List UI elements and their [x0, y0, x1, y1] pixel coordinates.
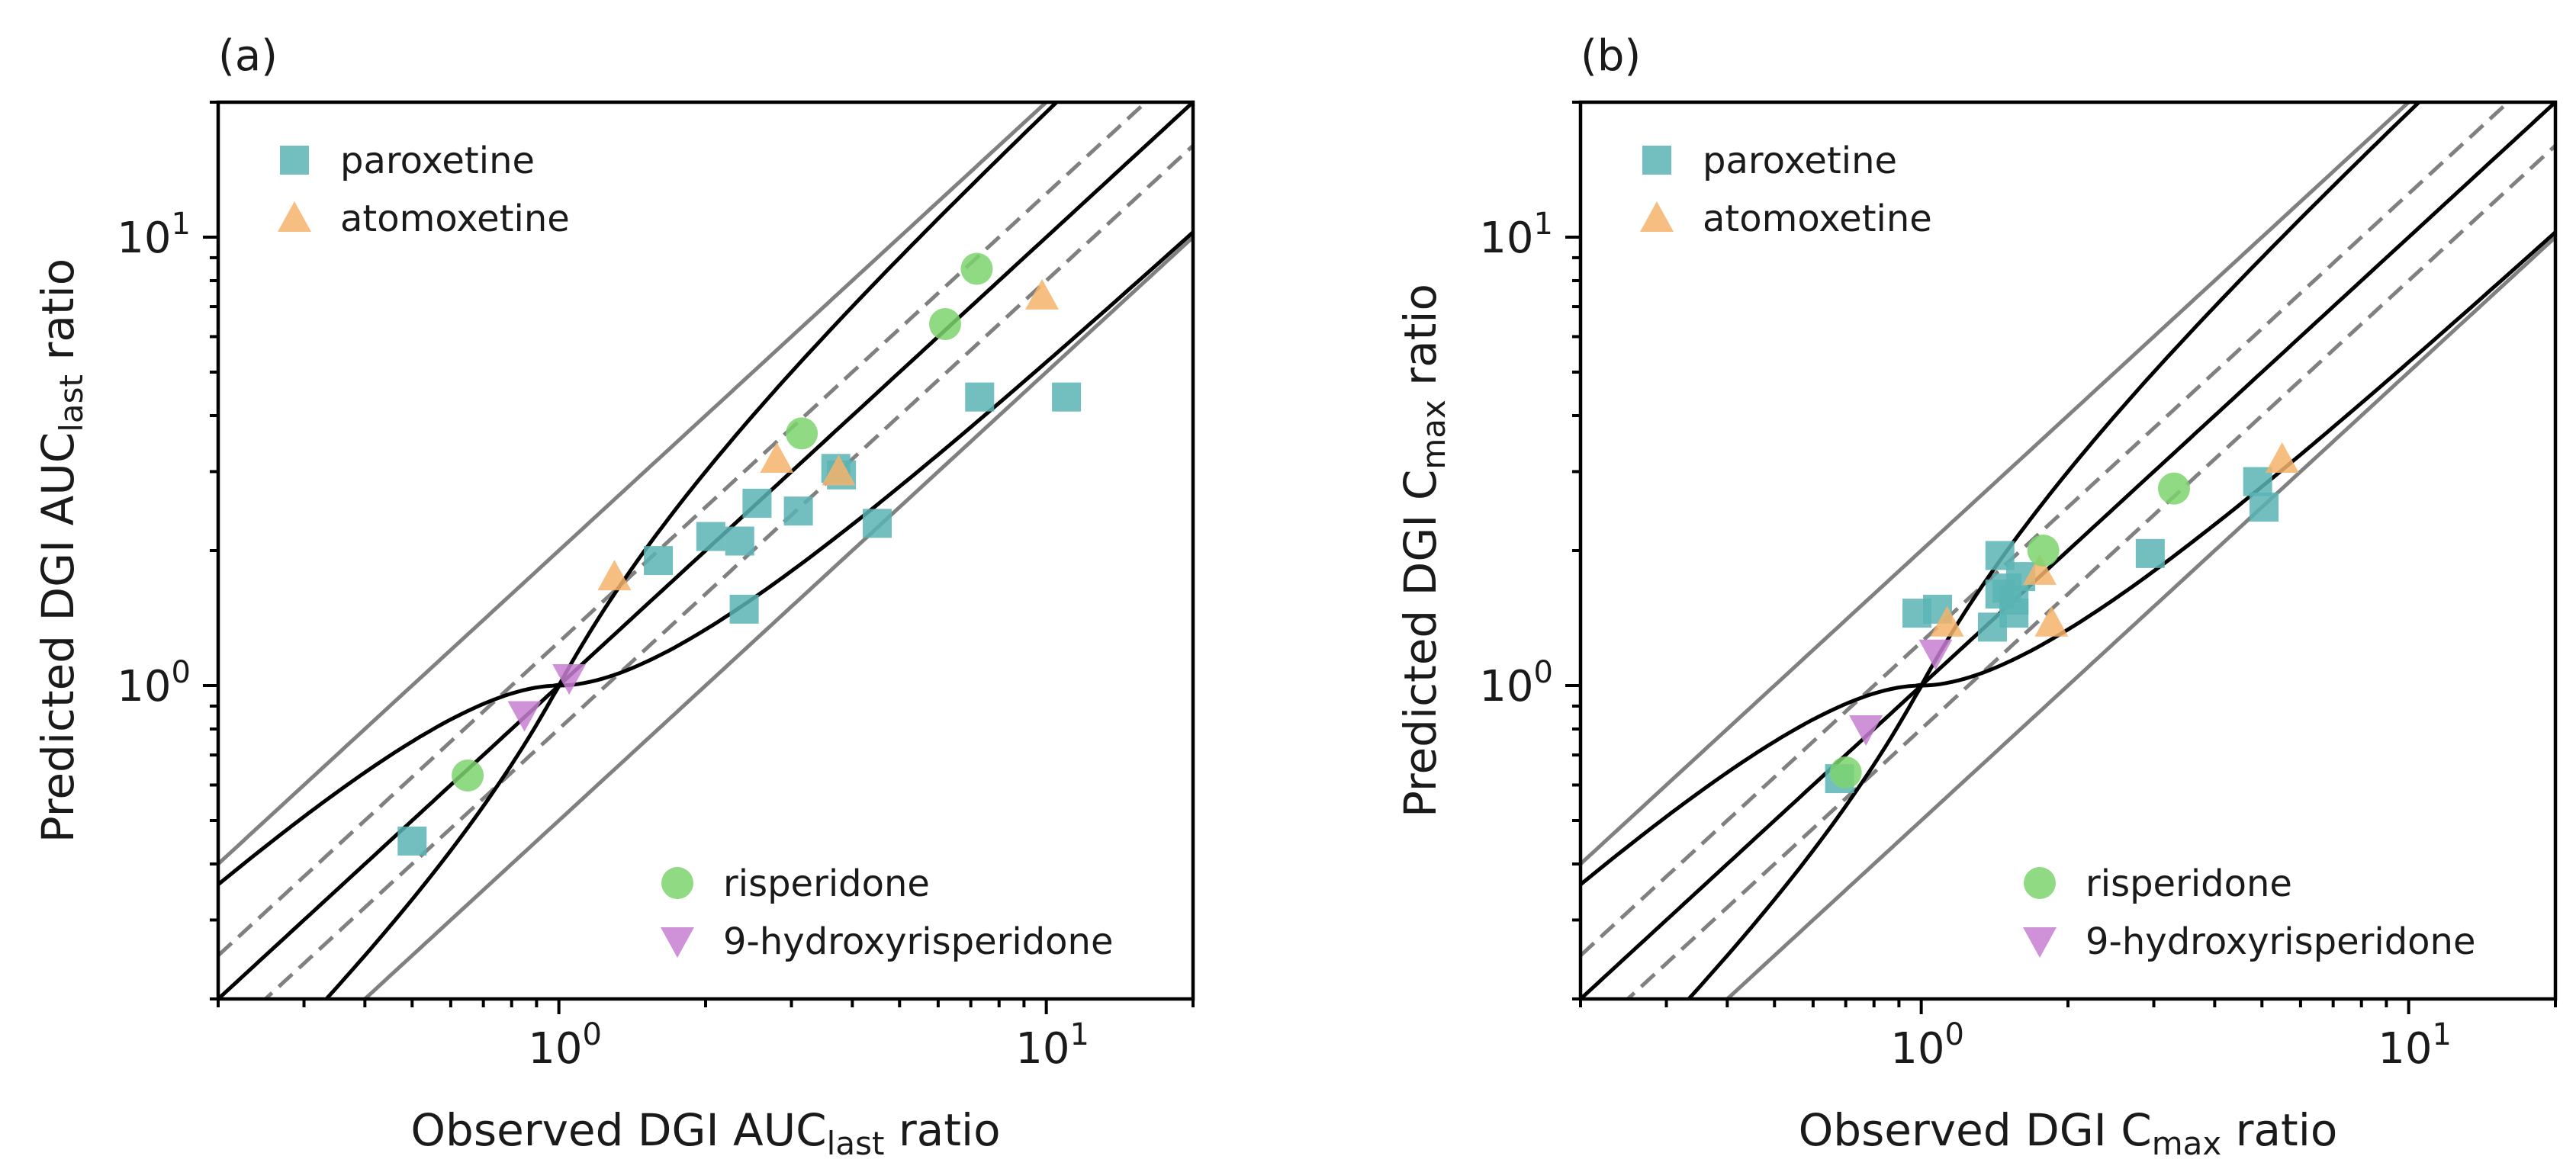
data-point-paroxetine — [2135, 538, 2165, 568]
legend-marker-atomoxetine — [278, 201, 311, 232]
data-point-risperidone — [1829, 756, 1862, 788]
data-point-paroxetine — [742, 488, 772, 518]
legend-label: 9-hydroxyrisperidone — [723, 920, 1113, 963]
data-point-paroxetine — [965, 382, 995, 412]
legend-item-risperidone: risperidone — [2024, 862, 2292, 905]
legend-marker-9-hydroxyrisperidone — [661, 927, 694, 958]
legend: paroxetine atomoxetine risperidone 9-hydrox… — [1640, 140, 2475, 963]
twofold-upper-line — [218, 102, 1050, 866]
data-point-atomoxetine — [1930, 605, 1964, 637]
panel-b: (b) 100 100 101 101 paroxetine atomoxetine ri… — [1394, 31, 2558, 1162]
legend-label: atomoxetine — [340, 198, 570, 240]
data-point-paroxetine — [729, 594, 759, 624]
data-point-paroxetine — [1052, 382, 1082, 412]
y-tick-label: 101 — [117, 207, 191, 263]
guest-lower-limit — [1686, 230, 2555, 999]
twofold-lower-line — [362, 236, 1193, 999]
dashed-lower-line — [262, 144, 1193, 999]
axis-ticks: 100 100 101 101 — [117, 101, 1195, 1074]
data-point-paroxetine — [1999, 586, 2029, 615]
data-point-risperidone — [2157, 472, 2190, 505]
data-point-9-hydroxyrisperidone — [507, 701, 542, 732]
panel-a: (a) 100 100 101 101 paroxetine atomoxetine ri… — [32, 31, 1195, 1162]
legend-item-atomoxetine: atomoxetine — [278, 198, 570, 240]
data-point-paroxetine — [863, 509, 892, 538]
twofold-lower-line — [1724, 236, 2555, 999]
panel-label: (b) — [1581, 31, 1641, 81]
y-axis-label: Predicted DGI Cmax ratio — [1394, 284, 1452, 817]
data-point-atomoxetine — [1025, 278, 1060, 310]
guest-upper-limit — [1581, 102, 2422, 886]
legend-item-atomoxetine: atomoxetine — [1640, 198, 1932, 240]
dashed-upper-line — [218, 102, 1149, 957]
data-point-risperidone — [960, 252, 993, 285]
data-point-paroxetine — [397, 826, 427, 856]
data-point-risperidone — [452, 759, 484, 792]
data-point-atomoxetine — [597, 560, 632, 591]
legend-label: atomoxetine — [1703, 198, 1932, 240]
x-axis-label: Observed DGI Cmax ratio — [1799, 1104, 2338, 1162]
legend-marker-risperidone — [661, 867, 693, 899]
data-point-paroxetine — [725, 526, 754, 556]
y-tick-label: 100 — [1479, 655, 1553, 711]
data-point-atomoxetine — [760, 442, 794, 473]
legend: paroxetine atomoxetine risperidone 9-hydrox… — [278, 140, 1113, 963]
legend-marker-paroxetine — [1642, 146, 1671, 175]
y-axis-label: Predicted DGI AUClast ratio — [32, 259, 90, 843]
legend-marker-9-hydroxyrisperidone — [2023, 927, 2057, 958]
plot-area — [218, 102, 1193, 999]
x-axis-label: Observed DGI AUClast ratio — [410, 1104, 1000, 1162]
legend-label: 9-hydroxyrisperidone — [2086, 920, 2475, 963]
dashed-lower-line — [1625, 144, 2555, 999]
legend-marker-atomoxetine — [1640, 201, 1674, 232]
legend-item-paroxetine: paroxetine — [1642, 140, 1897, 182]
data-point-risperidone — [786, 417, 818, 450]
data-point-9-hydroxyrisperidone — [1849, 715, 1883, 746]
legend-label: risperidone — [723, 862, 930, 905]
legend-item-9-hydroxyrisperidone: 9-hydroxyrisperidone — [661, 920, 1113, 963]
y-tick-label: 101 — [1479, 207, 1553, 263]
data-point-paroxetine — [2250, 493, 2279, 522]
legend-item-paroxetine: paroxetine — [280, 140, 535, 182]
legend-item-risperidone: risperidone — [661, 862, 930, 905]
unity-line — [1581, 102, 2555, 999]
data-point-atomoxetine — [2022, 554, 2057, 585]
data-point-atomoxetine — [2034, 605, 2069, 637]
legend-label: paroxetine — [1703, 140, 1897, 182]
panel-label: (a) — [218, 31, 278, 81]
data-point-9-hydroxyrisperidone — [552, 663, 587, 695]
data-point-risperidone — [2027, 535, 2060, 567]
dashed-upper-line — [1581, 102, 2511, 957]
legend-item-9-hydroxyrisperidone: 9-hydroxyrisperidone — [2023, 920, 2475, 963]
data-point-paroxetine — [696, 522, 725, 551]
data-point-risperidone — [928, 307, 961, 340]
data-point-paroxetine — [644, 546, 674, 576]
x-tick-label: 101 — [2378, 1017, 2452, 1074]
legend-label: paroxetine — [340, 140, 535, 182]
legend-marker-paroxetine — [280, 146, 309, 175]
data-point-9-hydroxyrisperidone — [1918, 639, 1953, 670]
twofold-upper-line — [1581, 102, 2412, 866]
plot-area — [1581, 102, 2555, 999]
data-point-atomoxetine — [2265, 442, 2299, 473]
x-tick-label: 101 — [1015, 1017, 1089, 1074]
guest-upper-limit — [218, 102, 1060, 886]
legend-label: risperidone — [2086, 862, 2292, 905]
data-point-paroxetine — [783, 496, 813, 526]
y-tick-label: 100 — [117, 655, 191, 711]
x-tick-label: 100 — [528, 1017, 602, 1074]
data-point-atomoxetine — [822, 454, 856, 486]
legend-marker-risperidone — [2024, 867, 2056, 899]
guest-lower-limit — [323, 230, 1193, 999]
x-tick-label: 100 — [1890, 1017, 1964, 1074]
axis-ticks: 100 100 101 101 — [1479, 101, 2557, 1074]
